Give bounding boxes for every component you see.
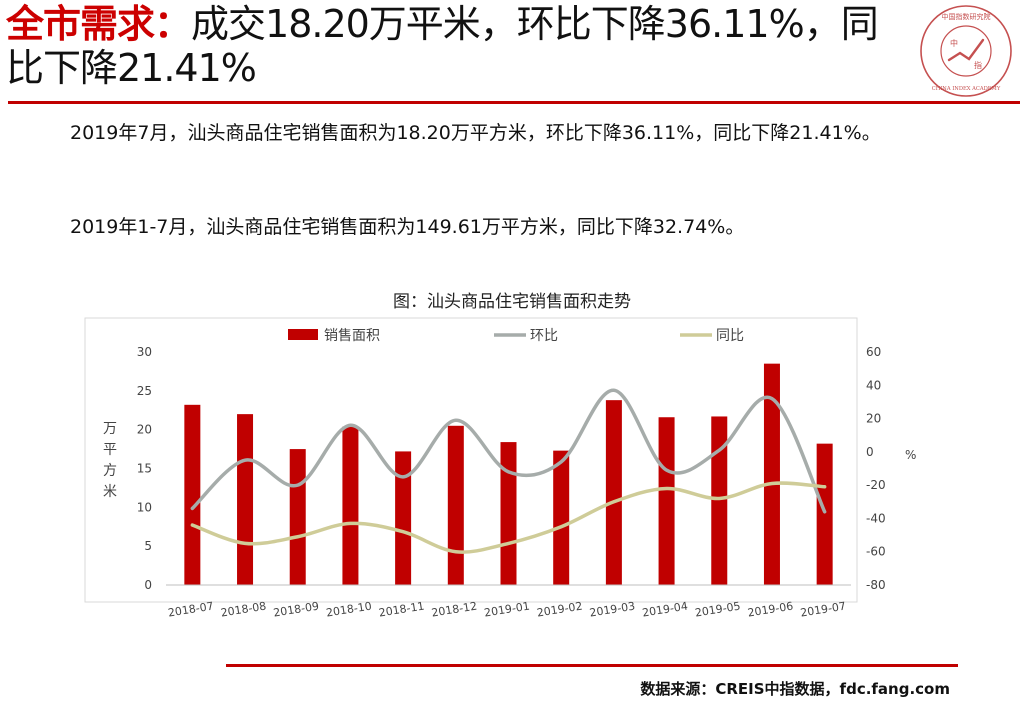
y-right-tick-label: 60 bbox=[866, 345, 881, 359]
x-tick-label: 2019-06 bbox=[747, 600, 794, 620]
y-left-tick-label: 20 bbox=[137, 423, 152, 437]
line-series-yoy bbox=[190, 481, 827, 554]
y-left-axis-label: 万 bbox=[103, 421, 117, 437]
legend-sales-area-swatch bbox=[288, 329, 318, 340]
y-left-tick-label: 30 bbox=[137, 345, 152, 359]
x-tick-label: 2018-10 bbox=[325, 600, 372, 620]
headline-keyword: 全市需求： bbox=[6, 2, 192, 46]
x-tick-label: 2019-04 bbox=[641, 600, 688, 620]
logo-english: CHINA INDEX ACADEMY bbox=[932, 86, 1001, 92]
data-source: 数据来源：CREIS中指数据，fdc.fang.com bbox=[640, 680, 950, 698]
x-tick-label: 2019-02 bbox=[536, 600, 583, 620]
y-left-axis-label: 方 bbox=[103, 463, 117, 479]
bar-2018-08 bbox=[237, 414, 254, 585]
y-right-tick-label: 40 bbox=[866, 378, 881, 392]
footer-divider bbox=[226, 664, 958, 667]
bar-2019-02 bbox=[553, 450, 570, 585]
bar-2018-10 bbox=[342, 426, 359, 585]
logo-center-top: 中 bbox=[950, 38, 958, 48]
bar-2019-04 bbox=[658, 417, 675, 585]
x-tick-label: 2019-05 bbox=[694, 600, 741, 620]
y-right-tick-label: -60 bbox=[866, 545, 886, 559]
bar-2018-09 bbox=[289, 449, 306, 585]
y-left-tick-label: 5 bbox=[144, 539, 152, 553]
header-divider bbox=[8, 101, 1020, 104]
y-left-tick-label: 15 bbox=[137, 462, 152, 476]
bar-2019-03 bbox=[605, 400, 622, 585]
x-tick-label: 2019-01 bbox=[483, 600, 530, 620]
y-right-tick-label: -80 bbox=[866, 578, 886, 592]
y-right-tick-label: -20 bbox=[866, 478, 886, 492]
bar-2019-05 bbox=[711, 416, 728, 585]
x-tick-label: 2018-08 bbox=[220, 600, 267, 620]
y-right-axis-label: % bbox=[905, 448, 916, 462]
y-right-tick-label: 0 bbox=[866, 445, 874, 459]
paragraph-monthly: 2019年7月，汕头商品住宅销售面积为18.20万平方米，环比下降36.11%，… bbox=[70, 122, 881, 144]
headline: 全市需求：成交18.20万平米，环比下降36.11%，同比下降21.41% bbox=[6, 2, 911, 90]
y-left-axis-label: 平 bbox=[103, 442, 117, 458]
bar-2019-06 bbox=[763, 363, 780, 585]
legend-sales-area-label: 销售面积 bbox=[324, 328, 380, 344]
y-left-axis-label: 米 bbox=[103, 484, 117, 500]
y-left-tick-label: 10 bbox=[137, 500, 152, 514]
headline-text: 成交18.20万平米，环比下降36.11%，同比下降21.41% bbox=[6, 2, 879, 90]
line-series-mom bbox=[190, 388, 827, 514]
logo-center-bottom: 指 bbox=[974, 60, 982, 70]
x-tick-label: 2019-07 bbox=[799, 600, 846, 620]
y-right-tick-label: 20 bbox=[866, 412, 881, 426]
x-tick-label: 2018-07 bbox=[167, 600, 214, 620]
bar-2019-07 bbox=[816, 443, 833, 585]
bar-2019-01 bbox=[500, 442, 517, 585]
x-tick-label: 2018-12 bbox=[431, 600, 478, 620]
y-left-tick-label: 25 bbox=[137, 384, 152, 398]
x-tick-label: 2018-09 bbox=[272, 600, 319, 620]
x-tick-label: 2019-03 bbox=[589, 600, 636, 620]
chart-title: 图：汕头商品住宅销售面积走势 bbox=[393, 292, 631, 312]
legend-mom-label: 环比 bbox=[530, 328, 558, 344]
y-right-tick-label: -40 bbox=[866, 511, 886, 525]
plot-frame bbox=[84, 317, 858, 603]
china-index-academy-logo: 中国指数研究院 中 指 CHINA INDEX ACADEMY bbox=[920, 5, 1012, 97]
x-tick-label: 2018-11 bbox=[378, 600, 425, 620]
bar-2018-12 bbox=[447, 425, 464, 585]
logo-ring-text: 中国指数研究院 bbox=[942, 12, 991, 21]
y-left-tick-label: 0 bbox=[144, 578, 152, 592]
bar-2018-07 bbox=[184, 404, 201, 585]
legend-yoy-label: 同比 bbox=[716, 328, 744, 344]
bar-2018-11 bbox=[395, 451, 412, 585]
paragraph-ytd: 2019年1-7月，汕头商品住宅销售面积为149.61万平方米，同比下降32.7… bbox=[70, 216, 745, 238]
